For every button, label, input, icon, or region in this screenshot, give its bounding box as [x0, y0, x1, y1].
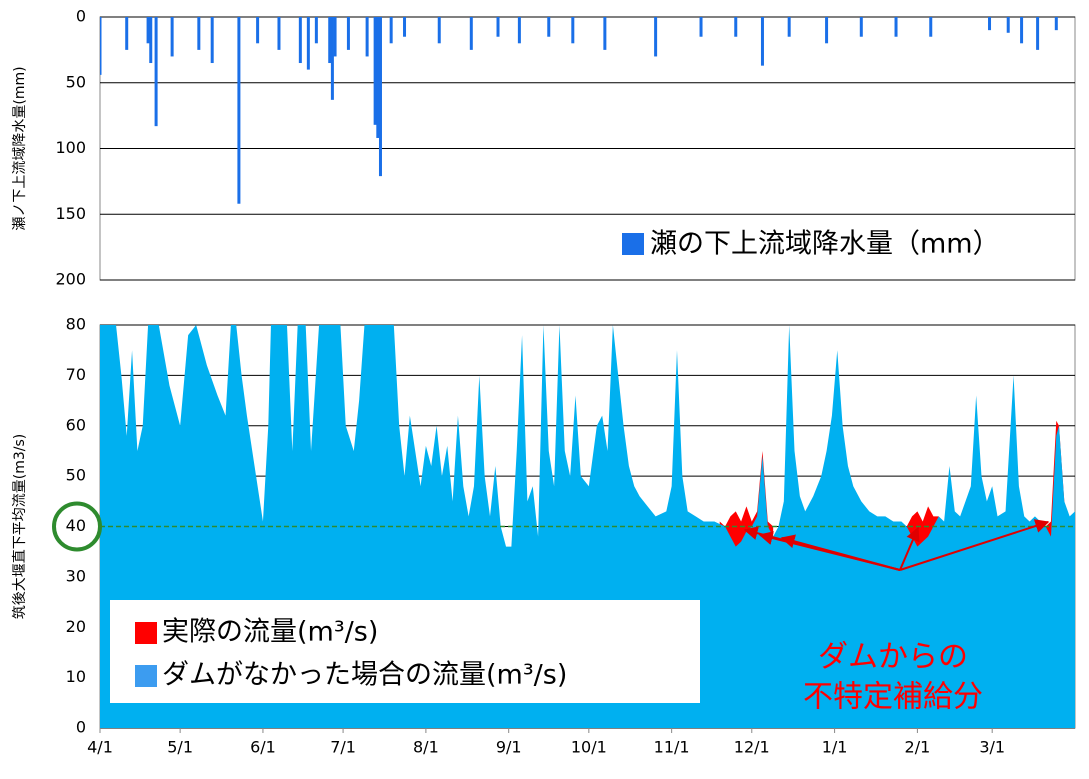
- bar: [125, 17, 129, 50]
- bar: [403, 17, 407, 37]
- x-tick-label: 11/1: [654, 738, 690, 757]
- x-tick-label: 10/1: [571, 738, 607, 757]
- bar: [929, 17, 933, 37]
- y-tick-label: 20: [66, 617, 86, 636]
- y-axis-label: 筑後大堰直下平均流量(m3/s): [11, 434, 28, 619]
- y-tick-label: 40: [66, 516, 86, 535]
- x-tick-label: 12/1: [734, 738, 770, 757]
- bar: [859, 17, 863, 37]
- x-tick-label: 4/1: [87, 738, 113, 757]
- bar: [328, 17, 332, 64]
- bar: [314, 17, 318, 44]
- x-tick-label: 3/1: [979, 738, 1005, 757]
- bar: [210, 17, 214, 64]
- bar: [146, 17, 150, 44]
- bar: [376, 17, 380, 138]
- bar: [373, 17, 377, 125]
- bar: [654, 17, 658, 57]
- bar: [100, 17, 102, 75]
- legend-swatch: [622, 233, 644, 255]
- bar: [787, 17, 791, 37]
- bar: [346, 17, 350, 50]
- bar: [277, 17, 281, 50]
- bar: [603, 17, 607, 50]
- bar: [330, 17, 334, 100]
- annotation-arrows: [743, 519, 1050, 571]
- annotation: ダムからの: [818, 640, 968, 675]
- bar: [1036, 17, 1040, 50]
- legend-box: [110, 600, 700, 703]
- y-tick-label: 200: [55, 270, 86, 289]
- x-tick-label: 9/1: [496, 738, 522, 757]
- bar: [469, 17, 473, 50]
- y-tick-label: 50: [66, 466, 86, 485]
- bar: [378, 17, 382, 177]
- bar: [237, 17, 241, 204]
- legend-swatch: [135, 665, 157, 687]
- bar: [365, 17, 369, 57]
- bar: [170, 17, 174, 57]
- bar: [517, 17, 521, 44]
- annotation: 不特定補給分: [803, 680, 983, 715]
- bar: [699, 17, 703, 37]
- legend-label: 瀬の下上流域降水量（mm）: [650, 229, 1000, 260]
- x-tick-label: 6/1: [250, 738, 276, 757]
- legend-swatch: [135, 622, 157, 644]
- bar: [734, 17, 738, 37]
- y-tick-label: 60: [66, 415, 86, 434]
- x-tick-label: 8/1: [413, 738, 439, 757]
- x-tick-label: 1/1: [822, 738, 848, 757]
- legend-label: ダムがなかった場合の流量(m³/s): [162, 660, 567, 691]
- bar: [1020, 17, 1024, 44]
- bar: [389, 17, 393, 44]
- y-axis-label: 瀬ノ下上流域降水量(mm): [12, 66, 28, 230]
- y-tick-label: 80: [66, 315, 86, 334]
- bar: [1006, 17, 1010, 33]
- x-tick-label: 2/1: [905, 738, 931, 757]
- bar: [1054, 17, 1058, 31]
- bar: [437, 17, 441, 44]
- bar: [496, 17, 500, 37]
- bar: [825, 17, 829, 44]
- y-tick-label: 0: [76, 7, 86, 26]
- bar: [333, 17, 337, 57]
- legend-label: 実際の流量(m³/s): [162, 617, 378, 648]
- bar: [988, 17, 992, 31]
- bar: [571, 17, 575, 44]
- bar: [149, 17, 153, 64]
- bar: [197, 17, 201, 50]
- x-tick-label: 5/1: [167, 738, 193, 757]
- x-tick-label: 7/1: [330, 738, 356, 757]
- marks: [100, 17, 1058, 204]
- highlight-circle: [52, 501, 102, 552]
- bar: [547, 17, 551, 37]
- bar: [306, 17, 310, 70]
- bar: [894, 17, 898, 37]
- bar: [256, 17, 260, 44]
- y-tick-label: 70: [66, 365, 86, 384]
- bar: [298, 17, 302, 64]
- y-tick-label: 30: [66, 566, 86, 585]
- y-tick-label: 0: [76, 718, 86, 737]
- bar: [760, 17, 764, 66]
- y-tick-label: 10: [66, 667, 86, 686]
- y-tick-label: 100: [55, 138, 86, 157]
- y-tick-label: 150: [55, 204, 86, 223]
- y-tick-label: 50: [66, 72, 86, 91]
- bar: [154, 17, 158, 127]
